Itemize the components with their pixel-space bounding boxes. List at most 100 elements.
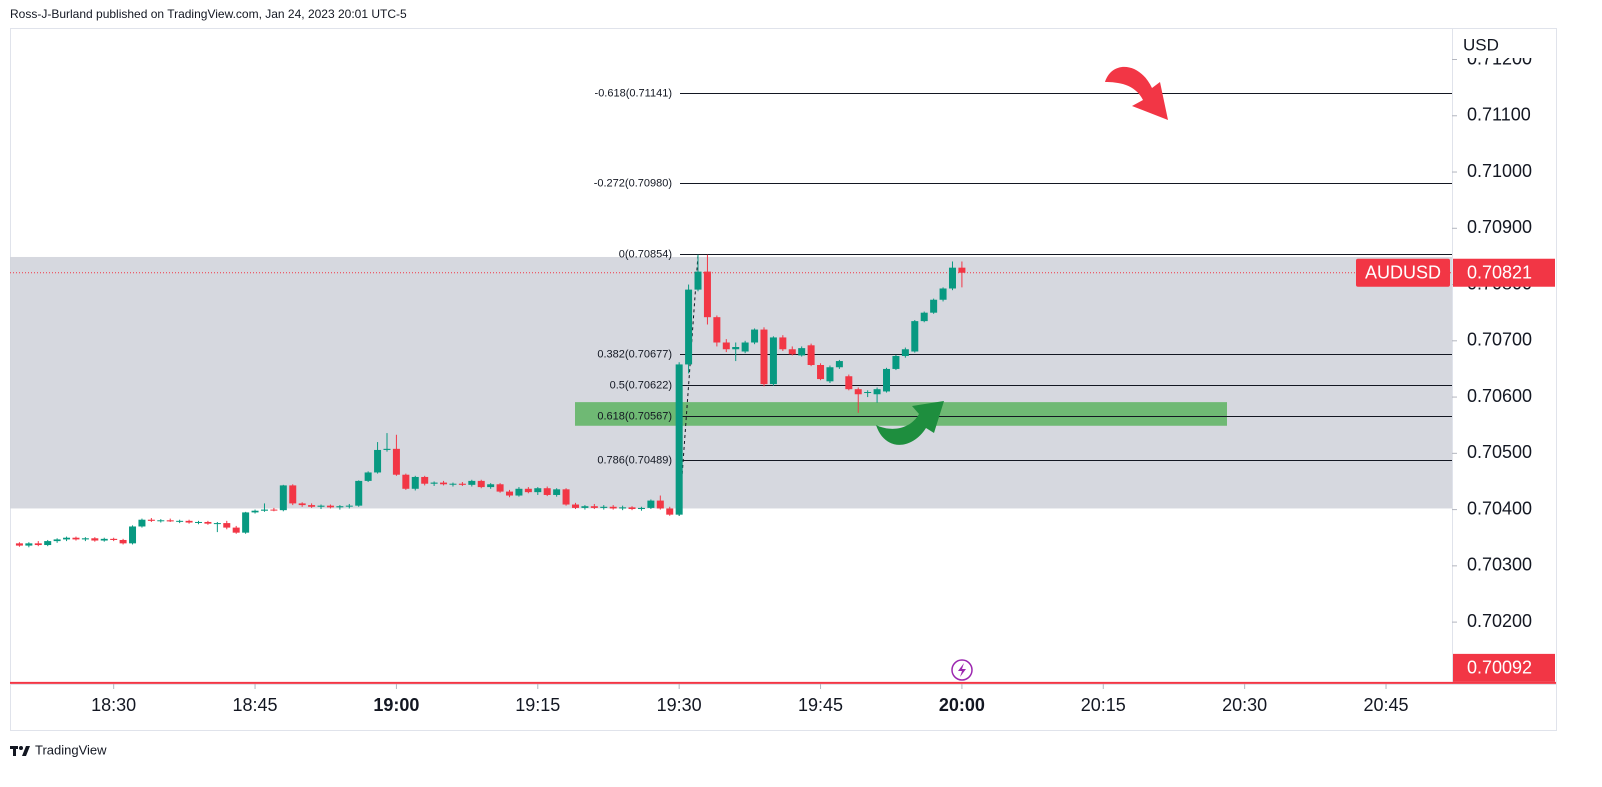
candle-body [345, 505, 353, 507]
candle-body [25, 543, 33, 546]
candle-body [581, 506, 589, 508]
candle-body [685, 289, 693, 365]
x-tick-label: 18:45 [233, 695, 278, 715]
candle-body [619, 507, 627, 509]
candle-body [411, 476, 419, 489]
candle-body [100, 538, 108, 541]
candle-body [260, 509, 268, 511]
candle-body [138, 519, 146, 527]
y-tick-label: 0.70900 [1467, 217, 1532, 237]
candle-body [553, 489, 561, 495]
candle-body [637, 507, 645, 510]
candle-body [656, 500, 664, 509]
y-tick-label: 0.70600 [1467, 386, 1532, 406]
y-tick-label: 0.70400 [1467, 498, 1532, 518]
candle-body [364, 472, 372, 481]
candle-body [666, 508, 674, 515]
candle-body [487, 484, 495, 488]
y-tick-label: 0.70700 [1467, 330, 1532, 350]
candle-body [817, 365, 825, 380]
range-box [10, 256, 1452, 509]
x-tick-label: 18:30 [91, 695, 136, 715]
candle-body [590, 506, 598, 508]
candle-body [864, 392, 872, 394]
candle-body [741, 342, 749, 352]
candle-body [543, 488, 551, 495]
candle-body [110, 538, 118, 540]
candle-body [675, 364, 683, 515]
logo [10, 746, 30, 756]
candle-body [534, 488, 542, 493]
candle-body [166, 520, 174, 522]
candle-body [129, 526, 137, 544]
candle-body [883, 368, 891, 392]
candle-body [392, 448, 400, 475]
candle-body [204, 521, 212, 524]
candle-body [939, 288, 947, 300]
candle-body [270, 509, 278, 511]
candle-body [91, 538, 99, 541]
candle-body [402, 474, 410, 489]
candle-body [34, 543, 42, 546]
candle-body [440, 482, 448, 485]
symbol-label: AUDUSD [1365, 262, 1441, 282]
y-tick-label: 0.70500 [1467, 442, 1532, 462]
candle-body [911, 321, 919, 352]
x-tick-label: 19:00 [373, 695, 419, 715]
candle-body [458, 483, 466, 485]
candle-body [449, 483, 457, 485]
fib-label: 0.618(0.70567) [597, 410, 672, 422]
candle-body [63, 537, 71, 540]
candle-body [948, 267, 956, 289]
candle-body [703, 271, 711, 318]
candle-body [647, 500, 655, 508]
candle-body [892, 356, 900, 369]
green-arrow [876, 401, 944, 445]
candle-body [336, 506, 344, 508]
red-arrow [1105, 66, 1168, 120]
candle-body [760, 329, 768, 385]
support-zone [575, 402, 1227, 426]
candle-body [176, 520, 184, 522]
header: Ross-J-Burland published on TradingView.… [10, 7, 407, 21]
y-tick-label: 0.71100 [1467, 105, 1531, 125]
candle-body [421, 476, 429, 484]
candle-body [468, 480, 476, 485]
candle-body [958, 267, 966, 273]
candle-body [298, 503, 306, 506]
x-tick-label: 20:15 [1081, 695, 1126, 715]
candle-body [694, 271, 702, 290]
candle-body [496, 484, 504, 492]
x-tick-label: 20:45 [1364, 695, 1409, 715]
currency-label: USD [1463, 35, 1499, 54]
candle-body [477, 480, 485, 488]
x-tick-label: 20:30 [1222, 695, 1267, 715]
fib-label: -0.618(0.71141) [595, 87, 672, 99]
candle-body [854, 389, 862, 395]
candle-body [873, 389, 881, 395]
candle-body [147, 519, 155, 521]
event-bolt [958, 663, 966, 677]
x-tick-label: 19:15 [515, 695, 560, 715]
low-price-tag [1453, 653, 1555, 682]
candle-body [326, 505, 334, 508]
candle-body [72, 537, 80, 540]
fib-label: 0.5(0.70622) [610, 379, 672, 391]
candle-body [194, 521, 202, 523]
candle-body [930, 299, 938, 313]
candle-body [524, 488, 532, 493]
fib-label: 0.786(0.70489) [597, 454, 672, 466]
candle-body [901, 349, 909, 356]
candle-body [845, 376, 853, 390]
candle-body [44, 541, 52, 546]
candle-body [223, 523, 231, 528]
candle-body [515, 488, 523, 496]
candle-body [383, 448, 391, 450]
candle-body [769, 337, 777, 385]
currency-bg [1454, 30, 1554, 58]
candle-body [355, 480, 363, 506]
candle-body [920, 312, 928, 322]
candle-body [53, 539, 61, 542]
candle-body [600, 506, 608, 508]
